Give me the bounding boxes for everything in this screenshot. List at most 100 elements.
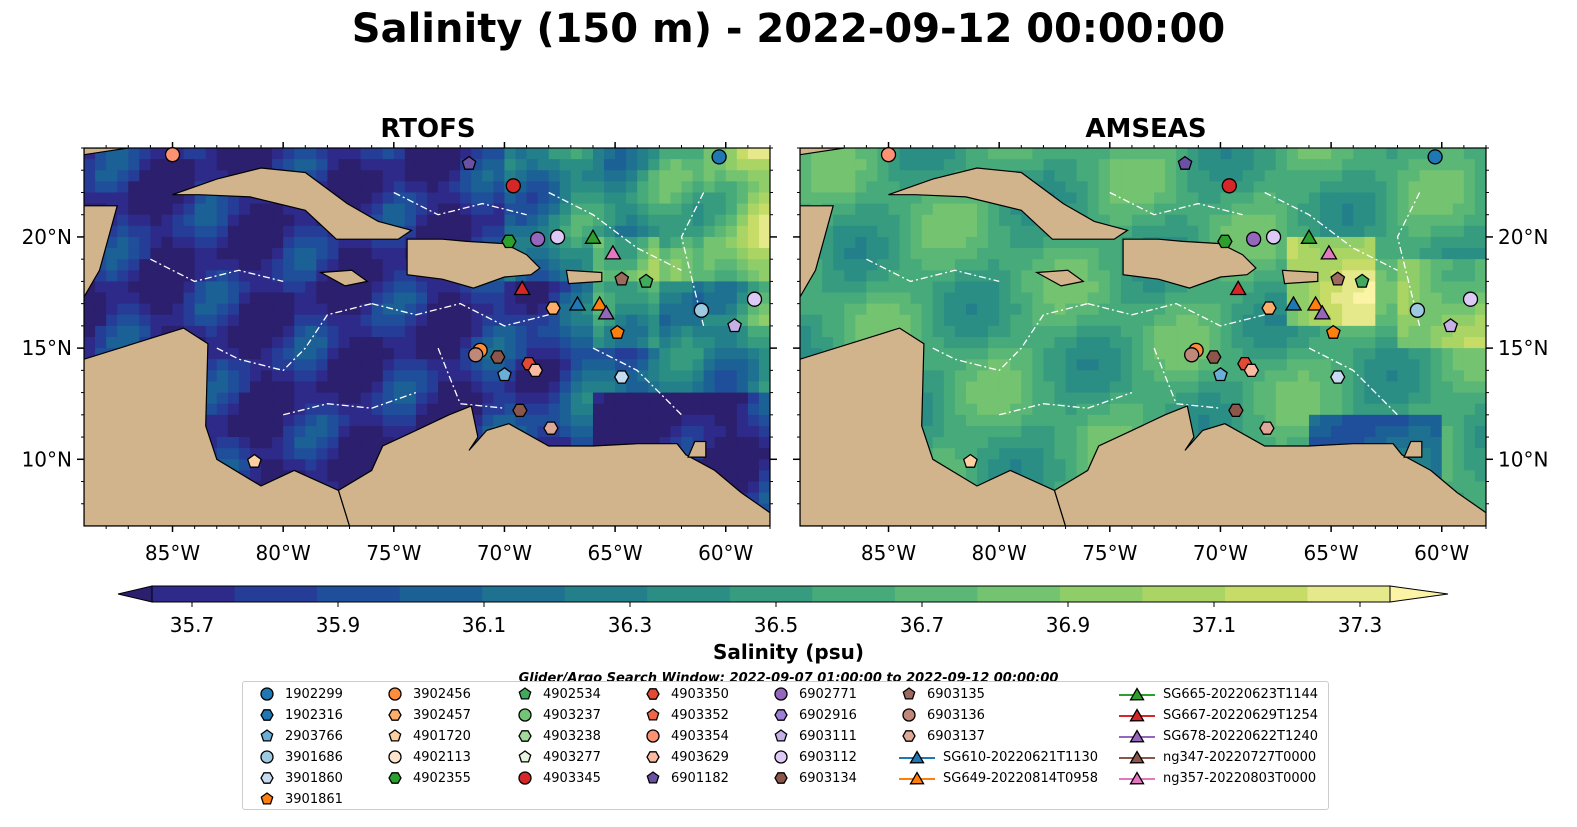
- legend-label: SG610-20220621T1130: [943, 749, 1099, 765]
- obs-marker-3901860: [613, 370, 630, 384]
- legend-swatch: [909, 771, 925, 785]
- legend-swatch: [260, 709, 274, 721]
- lon-tick-label: 85°W: [861, 541, 916, 565]
- lon-tick-label: 75°W: [1082, 541, 1137, 565]
- legend-marker-icon: [646, 708, 660, 721]
- legend-item: 6903135: [897, 684, 985, 704]
- colorbar-segment: [1142, 586, 1226, 602]
- legend-item: 6902771: [769, 684, 857, 704]
- legend-swatch: [260, 772, 274, 784]
- land-mass: [84, 148, 129, 156]
- obs-marker-4903345: [505, 178, 521, 194]
- legend-item: 6903137: [897, 726, 985, 746]
- eez-boundary-line: [371, 302, 549, 327]
- legend: 1902299 1902316 2903766 3901686 3901860 39018…: [242, 681, 1329, 810]
- legend-label: 3901860: [285, 770, 343, 786]
- legend-label: 4903354: [671, 728, 729, 744]
- legend-swatch: [388, 709, 402, 721]
- legend-item: 4903352: [641, 705, 729, 725]
- colorbar-tick-label: 36.3: [608, 613, 653, 637]
- legend-item: 4903237: [513, 705, 601, 725]
- legend-label: 3901686: [285, 749, 343, 765]
- obs-marker-6903112: [1462, 291, 1479, 307]
- legend-marker-icon: [388, 687, 402, 701]
- legend-marker-icon: [1119, 729, 1155, 743]
- legend-marker-icon: [899, 750, 935, 764]
- legend-marker-icon: [774, 772, 788, 784]
- legend-label: 6903136: [927, 707, 985, 723]
- obs-marker-ng357-20220803T0000: [604, 244, 622, 260]
- legend-marker-icon: [902, 687, 916, 700]
- land-mass: [172, 167, 413, 240]
- lat-tick-label: 15°N: [22, 336, 72, 360]
- eez-boundary-line: [437, 347, 505, 409]
- lat-tick-label: 10°N: [1498, 447, 1548, 471]
- lat-tick-label: 20°N: [22, 225, 72, 249]
- lon-tick-label: 60°W: [698, 541, 753, 565]
- colorbar-segment: [647, 586, 731, 602]
- land-mass: [800, 148, 845, 156]
- panel-title-rtofs: RTOFS: [380, 114, 476, 144]
- obs-marker-SG665-20220623T1144: [584, 228, 602, 244]
- obs-marker-2903766: [497, 366, 512, 382]
- obs-marker-6902771: [529, 231, 546, 247]
- map-frame: [83, 147, 771, 527]
- obs-marker-4902355: [1217, 234, 1233, 249]
- panel-title-amseas: AMSEAS: [1085, 114, 1207, 144]
- obs-marker-3901686: [693, 302, 710, 318]
- obs-marker-3901686: [1409, 302, 1426, 318]
- legend-marker-icon: [518, 687, 532, 700]
- legend-swatch: [646, 751, 660, 763]
- lon-tick-label: 60°W: [1414, 541, 1469, 565]
- legend-marker-icon: [260, 729, 274, 742]
- lon-tick-label: 85°W: [145, 541, 200, 565]
- obs-marker-6903135: [1330, 271, 1346, 286]
- lon-tick-label: 80°W: [256, 541, 311, 565]
- legend-marker-icon: [388, 709, 402, 721]
- legend-item: 3901860: [255, 768, 343, 788]
- obs-marker-SG667-20220629T1254: [1229, 279, 1247, 296]
- obs-marker-4903354: [880, 147, 897, 163]
- legend-item: 3902456: [383, 684, 471, 704]
- legend-label: 3902456: [413, 686, 471, 702]
- legend-swatch: [774, 729, 788, 742]
- obs-marker-SG667-20220629T1254: [513, 279, 531, 296]
- legend-label: 4903237: [543, 707, 601, 723]
- obs-marker-3902457: [545, 301, 561, 315]
- obs-marker-6901182: [1177, 155, 1193, 170]
- legend-item: 4902113: [383, 747, 471, 767]
- legend-marker-icon: [518, 708, 532, 722]
- obs-marker-6903134: [490, 350, 506, 364]
- colorbar-tick-label: 36.7: [900, 613, 945, 637]
- obs-marker-6903135: [614, 271, 630, 286]
- legend-marker-icon: [646, 688, 660, 700]
- colorbar-extend-min: [117, 585, 153, 603]
- legend-marker-icon: [902, 708, 916, 722]
- land-mass: [318, 269, 369, 287]
- obs-marker-6903111: [727, 318, 743, 333]
- lon-tick-label: 65°W: [1303, 541, 1358, 565]
- obs-marker-3901861: [1325, 324, 1341, 339]
- legend-label: 1902299: [285, 686, 343, 702]
- legend-marker-icon: [260, 709, 274, 721]
- legend-label: 1902316: [285, 707, 343, 723]
- legend-item: 4903629: [641, 747, 729, 767]
- legend-marker-icon: [518, 771, 532, 785]
- obs-marker-1902299: [1427, 149, 1443, 165]
- map-panel-rtofs: 85°W 80°W 75°W 70°W 65°W 60°W 20°N 15°N 10°N: [22, 142, 777, 565]
- obs-marker-3901860: [1329, 370, 1346, 384]
- colorbar-tick-label: 37.3: [1338, 613, 1383, 637]
- colorbar-tick-label: 36.9: [1046, 613, 1091, 637]
- land-mass: [800, 205, 834, 299]
- obs-marker-6903134: [1228, 403, 1244, 418]
- legend-label: ng347-20220727T0000: [1163, 749, 1317, 765]
- legend-swatch: [518, 730, 532, 742]
- colorbar-segment: [729, 586, 813, 602]
- colorbar-segment: [812, 586, 896, 602]
- legend-swatch: [388, 772, 402, 784]
- legend-item: 6903134: [769, 768, 857, 788]
- legend-item: 6903111: [769, 726, 857, 746]
- legend-swatch: [388, 687, 402, 701]
- legend-item: SG610-20220621T1130: [897, 747, 1098, 767]
- obs-marker-SG649-20220814T0958: [1306, 295, 1325, 311]
